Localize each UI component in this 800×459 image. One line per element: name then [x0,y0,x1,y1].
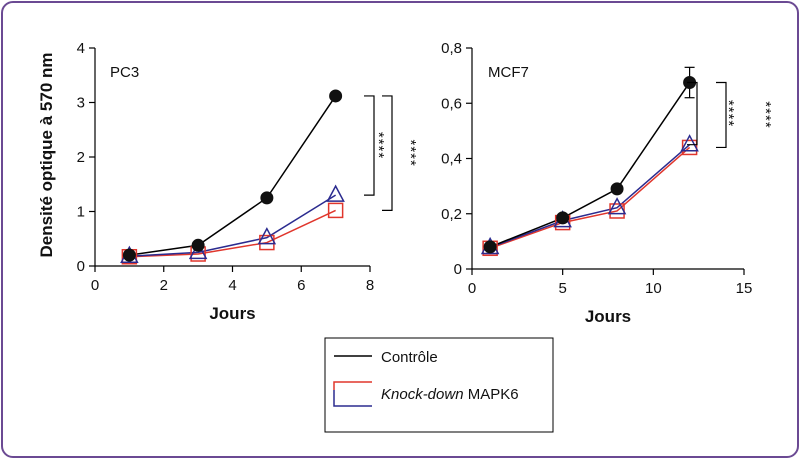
significance-stars: **** [370,132,387,159]
y-tick-label: 0,4 [441,151,462,168]
y-tick-label: 2 [77,149,85,166]
significance-bracket [364,95,375,196]
data-point-triangle [188,241,208,260]
data-point-circle [610,182,624,196]
panel-title: MCF7 [488,64,529,81]
legend-line-knockdown-blue [333,390,372,407]
y-tick-label: 0 [454,261,462,278]
data-point-square [327,202,344,219]
legend-line-knockdown-red [333,381,372,390]
legend-box [324,337,554,433]
series-line-circle [129,95,337,256]
significance-bracket [716,81,727,149]
data-point-triangle [257,227,277,245]
x-axis-label: Jours [209,304,255,323]
legend-label-knockdown-rest: MAPK6 [464,386,519,403]
y-tick-label: 0,6 [441,95,462,112]
data-point-triangle [680,134,699,152]
series-line-square [129,209,336,258]
x-tick-label: 6 [297,277,305,294]
series-line-circle [489,82,691,248]
y-tick-label: 1 [77,204,85,221]
data-point-circle [329,89,343,103]
series-line-triangle [489,144,691,249]
panel-title: PC3 [110,64,139,81]
x-tick-label: 5 [558,280,566,297]
x-tick-label: 15 [736,280,753,297]
series-line-triangle [129,194,337,257]
legend-label-knockdown-italic: Knock-down [381,386,464,403]
data-point-circle [260,191,274,205]
x-tick-label: 4 [228,277,236,294]
y-tick-label: 4 [77,40,85,57]
data-point-circle [122,248,136,262]
data-point-circle [483,240,497,254]
significance-bracket [382,95,393,212]
y-tick-label: 0,8 [441,40,462,57]
data-point-triangle [326,184,345,202]
legend: Contrôle Knock-down MAPK6 [324,337,554,433]
x-axis-label: Jours [585,307,631,326]
panel-mcf7: 0 5 10 15 0 0,2 0,4 0,6 0,8 Jours MCF7 **** **** [441,40,774,326]
x-tick-label: 0 [468,280,476,297]
data-point-triangle [607,197,627,215]
significance-stars: **** [757,101,774,128]
significance-bracket [687,81,698,146]
x-tick-label: 8 [366,277,374,294]
x-tick-label: 10 [645,280,662,297]
panel-pc3: 0 2 4 6 8 0 1 2 3 4 Jours Densité optique à 570 nm P… [37,40,419,323]
legend-label-knockdown: Knock-down MAPK6 [381,386,519,403]
legend-label-control: Contrôle [381,349,438,366]
y-tick-label: 0,2 [441,206,462,223]
x-tick-label: 0 [91,277,99,294]
y-tick-label: 3 [77,95,85,112]
data-point-circle [556,211,570,225]
data-point-circle [191,238,205,252]
y-tick-label: 0 [77,258,85,275]
x-tick-label: 2 [160,277,168,294]
significance-stars: **** [720,100,737,127]
significance-stars: **** [402,140,419,167]
y-axis-label: Densité optique à 570 nm [37,53,56,258]
series-line-square [489,146,691,249]
